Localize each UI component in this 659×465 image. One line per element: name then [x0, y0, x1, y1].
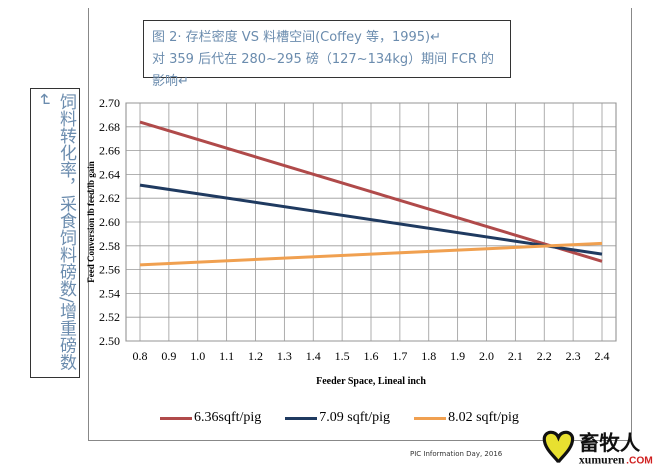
- x-tick-label: 1.0: [190, 349, 205, 363]
- side-label: 饲料转化率，采食饲料磅数/增重磅数↵: [30, 88, 80, 378]
- x-tick-label: 1.9: [450, 349, 465, 363]
- credit-text: PIC Information Day, 2016: [410, 450, 503, 458]
- chart-title-box: 图 2· 存栏密度 VS 料槽空间(Coffey 等，1995)↵ 对 359 …: [143, 20, 511, 89]
- y-tick-label: 2.62: [99, 191, 120, 205]
- x-tick-label: 2.4: [595, 349, 610, 363]
- x-tick-label: 1.2: [248, 349, 263, 363]
- legend-item: 6.36sqft/pig: [160, 410, 261, 426]
- legend: 6.36sqft/pig 7.09 sqft/pig 8.02 sqft/pig: [160, 410, 519, 426]
- x-tick-label: 2.3: [566, 349, 581, 363]
- y-tick-label: 2.64: [99, 167, 120, 181]
- x-tick-label: 2.1: [508, 349, 523, 363]
- y-tick-label: 2.54: [99, 286, 120, 300]
- y-tick-label: 2.56: [99, 263, 120, 277]
- logo-cn: 畜牧人: [579, 431, 641, 455]
- y-tick-label: 2.66: [99, 144, 120, 158]
- legend-item: 8.02 sqft/pig: [414, 410, 519, 426]
- title-line-1: 图 2· 存栏密度 VS 料槽空间(Coffey 等，1995)↵: [152, 30, 442, 45]
- x-axis-label: Feeder Space, Lineal inch: [316, 376, 426, 387]
- x-tick-label: 1.5: [335, 349, 350, 363]
- y-tick-label: 2.52: [99, 310, 120, 324]
- x-tick-label: 0.9: [161, 349, 176, 363]
- x-tick-label: 1.8: [421, 349, 436, 363]
- legend-label: 7.09 sqft/pig: [319, 410, 391, 425]
- legend-swatch: [414, 416, 447, 420]
- title-line-2: 对 359 后代在 280~295 磅（127~134kg）期间 FCR 的影响…: [152, 52, 495, 89]
- legend-swatch: [285, 416, 318, 420]
- series-line: [139, 241, 603, 267]
- logo-com: .COM: [626, 455, 653, 465]
- series-line: [139, 120, 603, 263]
- y-tick-label: 2.58: [99, 239, 120, 253]
- x-tick-label: 1.3: [277, 349, 292, 363]
- series-line: [139, 183, 603, 256]
- legend-item: 7.09 sqft/pig: [285, 410, 390, 426]
- x-tick-label: 0.8: [133, 349, 148, 363]
- x-tick-label: 1.1: [219, 349, 234, 363]
- x-tick-label: 1.4: [306, 349, 321, 363]
- x-tick-label: 1.7: [392, 349, 407, 363]
- y-tick-label: 2.70: [99, 96, 120, 110]
- legend-label: 6.36sqft/pig: [194, 410, 262, 425]
- legend-swatch: [160, 416, 192, 420]
- y-tick-label: 2.68: [99, 120, 120, 134]
- x-tick-label: 2.0: [479, 349, 494, 363]
- x-tick-label: 2.2: [537, 349, 552, 363]
- y-tick-label: 2.50: [99, 334, 120, 348]
- chart-frame: [88, 8, 632, 441]
- legend-label: 8.02 sqft/pig: [448, 410, 519, 425]
- y-tick-label: 2.60: [99, 215, 120, 229]
- xumuren-logo: 畜牧人 xumuren .COM: [542, 430, 653, 465]
- y-axis-label: Feed Conversion lb feed/lb gain: [86, 161, 96, 283]
- logo-en: xumuren: [579, 452, 625, 465]
- x-tick-label: 1.6: [364, 349, 379, 363]
